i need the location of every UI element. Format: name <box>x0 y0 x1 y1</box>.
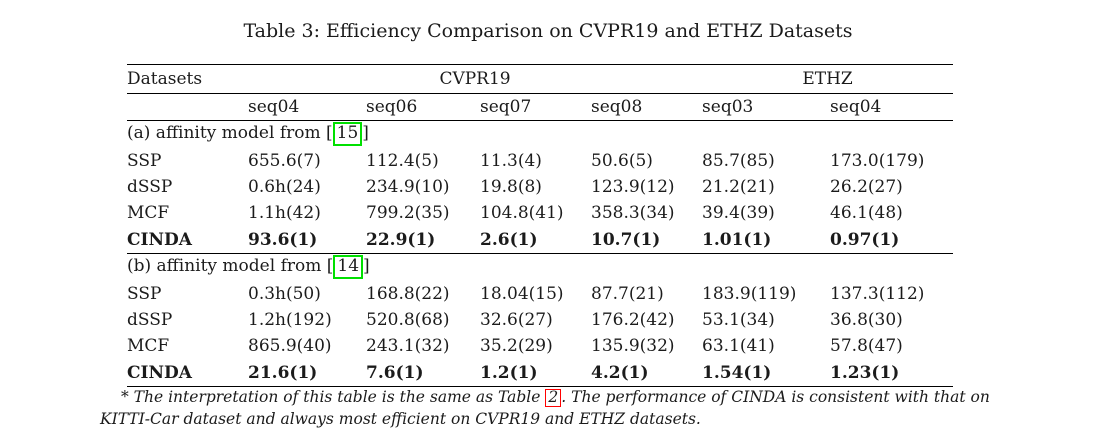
section-b-caption-suffix: ] <box>363 256 370 277</box>
method-cell: CINDA <box>127 226 248 254</box>
citation-link-15[interactable]: 15 <box>332 122 363 147</box>
value-cell: 32.6(27) <box>480 309 553 330</box>
value-cell: 0.3h(50) <box>248 283 321 304</box>
col-header-seq06: seq06 <box>366 93 480 121</box>
value-cell: 36.8(30) <box>830 309 903 330</box>
method-cell: MCF <box>127 203 170 224</box>
value-cell: 39.4(39) <box>702 203 775 224</box>
method-cell: dSSP <box>127 176 173 197</box>
method-cell: dSSP <box>127 309 173 330</box>
footnote-line-1: * The interpretation of this table is th… <box>100 387 990 409</box>
value-cell: 104.8(41) <box>480 203 564 224</box>
value-cell: 1.1h(42) <box>248 203 321 224</box>
value-cell: 4.2(1) <box>591 359 703 387</box>
value-cell: 234.9(10) <box>366 176 450 197</box>
value-cell: 1.54(1) <box>702 359 831 387</box>
table-row-a-cinda: CINDA 93.6(1) 22.9(1) 2.6(1) 10.7(1) 1.0… <box>127 226 954 254</box>
table-group-header-row: Datasets CVPR19 ETHZ <box>127 64 954 94</box>
col-header-seq03: seq03 <box>702 93 831 121</box>
group-header-cvpr19: CVPR19 <box>248 64 703 94</box>
value-cell: 46.1(48) <box>830 203 903 224</box>
section-b-caption-prefix: (b) affinity model from [ <box>127 256 334 277</box>
value-cell: 358.3(34) <box>591 203 675 224</box>
value-cell: 53.1(34) <box>702 309 775 330</box>
efficiency-table: Datasets CVPR19 ETHZ seq04 seq06 seq07 s… <box>127 64 954 387</box>
col-header-seq04-ethz: seq04 <box>830 93 954 121</box>
section-a-caption: (a) affinity model from [15] <box>127 121 953 148</box>
value-cell: 19.8(8) <box>480 176 542 197</box>
value-cell: 865.9(40) <box>248 336 332 357</box>
value-cell: 93.6(1) <box>248 226 366 254</box>
table-seq-header-row: seq04 seq06 seq07 seq08 seq03 seq04 <box>127 93 954 121</box>
value-cell: 520.8(68) <box>366 309 450 330</box>
value-cell: 22.9(1) <box>366 226 480 254</box>
section-a-caption-suffix: ] <box>362 123 369 144</box>
value-cell: 655.6(7) <box>248 150 321 171</box>
group-header-ethz: ETHZ <box>702 64 954 94</box>
citation-link-14[interactable]: 14 <box>333 255 364 280</box>
value-cell: 18.04(15) <box>480 283 564 304</box>
value-cell: 1.2h(192) <box>248 309 332 330</box>
value-cell: 176.2(42) <box>591 309 675 330</box>
footnote-line1-suffix: . The performance of CINDA is consistent… <box>561 388 990 406</box>
value-cell: 112.4(5) <box>366 150 439 171</box>
value-cell: 50.6(5) <box>591 150 653 171</box>
value-cell: 10.7(1) <box>591 226 703 254</box>
value-cell: 87.7(21) <box>591 283 664 304</box>
method-cell: MCF <box>127 336 170 357</box>
value-cell: 35.2(29) <box>480 336 553 357</box>
section-a-caption-prefix: (a) affinity model from [ <box>127 123 333 144</box>
table-row-a-ssp: SSP 655.6(7) 112.4(5) 11.3(4) 50.6(5) 85… <box>127 147 953 173</box>
table-row-a-dssp: dSSP 0.6h(24) 234.9(10) 19.8(8) 123.9(12… <box>127 174 953 200</box>
footnote-line1-prefix: * The interpretation of this table is th… <box>121 388 541 406</box>
value-cell: 123.9(12) <box>591 176 675 197</box>
value-cell: 85.7(85) <box>702 150 775 171</box>
value-cell: 243.1(32) <box>366 336 450 357</box>
value-cell: 57.8(47) <box>830 336 903 357</box>
value-cell: 1.2(1) <box>480 359 591 387</box>
table-row-b-cinda: CINDA 21.6(1) 7.6(1) 1.2(1) 4.2(1) 1.54(… <box>127 359 954 387</box>
empty-header-cell <box>127 93 248 121</box>
datasets-header: Datasets <box>127 64 248 94</box>
value-cell: 1.01(1) <box>702 226 831 254</box>
table-row-a-mcf: MCF 1.1h(42) 799.2(35) 104.8(41) 358.3(3… <box>127 200 953 226</box>
section-a-caption-row: (a) affinity model from [15] <box>127 121 953 148</box>
table-row-b-mcf: MCF 865.9(40) 243.1(32) 35.2(29) 135.9(3… <box>127 333 953 359</box>
value-cell: 183.9(119) <box>702 283 797 304</box>
col-header-seq04: seq04 <box>248 93 366 121</box>
table-footnote: * The interpretation of this table is th… <box>100 387 990 430</box>
col-header-seq08: seq08 <box>591 93 703 121</box>
section-b-caption-row: (b) affinity model from [14] <box>127 253 953 280</box>
value-cell: 21.2(21) <box>702 176 775 197</box>
value-cell: 799.2(35) <box>366 203 450 224</box>
value-cell: 26.2(27) <box>830 176 903 197</box>
value-cell: 137.3(112) <box>830 283 925 304</box>
value-cell: 135.9(32) <box>591 336 675 357</box>
value-cell: 21.6(1) <box>248 359 366 387</box>
table-2-reference-link[interactable]: 2 <box>545 389 562 407</box>
table-row-b-dssp: dSSP 1.2h(192) 520.8(68) 32.6(27) 176.2(… <box>127 307 953 333</box>
table-caption-title: Table 3: Efficiency Comparison on CVPR19… <box>243 20 853 42</box>
section-b-caption: (b) affinity model from [14] <box>127 253 953 280</box>
method-cell: SSP <box>127 283 162 304</box>
value-cell: 63.1(41) <box>702 336 775 357</box>
value-cell: 0.97(1) <box>830 226 954 254</box>
value-cell: 1.23(1) <box>830 359 954 387</box>
value-cell: 11.3(4) <box>480 150 542 171</box>
value-cell: 173.0(179) <box>830 150 925 171</box>
value-cell: 0.6h(24) <box>248 176 321 197</box>
value-cell: 7.6(1) <box>366 359 480 387</box>
method-cell: SSP <box>127 150 162 171</box>
footnote-line-2: KITTI-Car dataset and always most effici… <box>100 409 701 428</box>
col-header-seq07: seq07 <box>480 93 591 121</box>
value-cell: 168.8(22) <box>366 283 450 304</box>
table-row-b-ssp: SSP 0.3h(50) 168.8(22) 18.04(15) 87.7(21… <box>127 280 953 306</box>
method-cell: CINDA <box>127 359 248 387</box>
value-cell: 2.6(1) <box>480 226 591 254</box>
